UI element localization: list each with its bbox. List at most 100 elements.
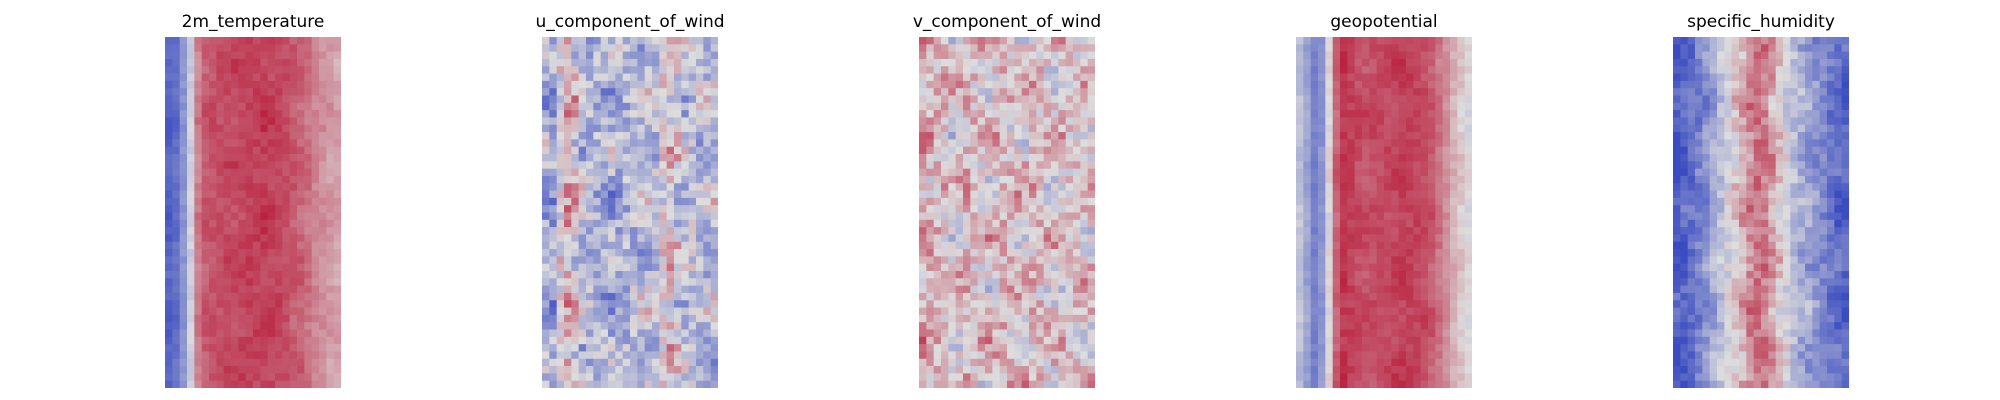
heatmap-cell bbox=[985, 300, 993, 309]
heatmap-cell bbox=[1435, 219, 1444, 228]
heatmap-cell bbox=[1384, 183, 1392, 192]
heatmap-cell bbox=[1384, 205, 1392, 214]
heatmap-cell bbox=[1702, 51, 1711, 60]
heatmap-cell bbox=[1680, 117, 1689, 126]
heatmap-cell bbox=[1464, 205, 1472, 214]
heatmap-cell bbox=[1318, 212, 1326, 221]
heatmap-cell bbox=[1442, 212, 1451, 221]
heatmap-cell bbox=[1450, 373, 1458, 382]
heatmap-cell bbox=[194, 58, 203, 67]
heatmap-cell bbox=[1340, 263, 1348, 272]
heatmap-cell bbox=[1376, 227, 1385, 236]
heatmap-cell bbox=[231, 256, 239, 265]
heatmap-cell bbox=[1021, 183, 1030, 192]
heatmap-cell bbox=[297, 139, 305, 148]
heatmap-cell bbox=[1435, 80, 1444, 89]
heatmap-cell bbox=[941, 256, 949, 265]
heatmap-cell bbox=[985, 37, 993, 45]
heatmap-cell bbox=[172, 322, 181, 331]
heatmap-cell bbox=[319, 307, 327, 316]
heatmap-cell bbox=[282, 263, 291, 272]
heatmap-cell bbox=[696, 132, 704, 140]
heatmap-cell bbox=[165, 110, 173, 119]
heatmap-cell bbox=[696, 358, 704, 367]
heatmap-cell bbox=[260, 66, 269, 75]
heatmap-cell bbox=[289, 51, 298, 60]
heatmap-cell bbox=[600, 190, 609, 199]
heatmap-cell bbox=[194, 124, 203, 133]
heatmap-cell bbox=[209, 285, 217, 294]
heatmap-cell bbox=[1332, 197, 1341, 206]
heatmap-cell bbox=[1406, 88, 1414, 97]
heatmap-cell bbox=[992, 271, 1001, 279]
heatmap-cell bbox=[194, 241, 203, 250]
heatmap-cell bbox=[1457, 117, 1466, 126]
heatmap-cell bbox=[977, 344, 986, 353]
heatmap-cell bbox=[622, 344, 631, 353]
heatmap-cell bbox=[1043, 175, 1052, 184]
heatmap-cell bbox=[549, 380, 558, 388]
heatmap-cell bbox=[1391, 241, 1400, 250]
heatmap-cell bbox=[666, 73, 675, 82]
heatmap-cell bbox=[1420, 263, 1429, 272]
heatmap-cell bbox=[593, 51, 602, 60]
heatmap-cell bbox=[977, 219, 986, 228]
heatmap-cell bbox=[622, 175, 631, 184]
heatmap-cell bbox=[1087, 161, 1095, 170]
heatmap-cell bbox=[992, 51, 1001, 60]
heatmap-cell bbox=[955, 190, 964, 199]
heatmap-cell bbox=[955, 110, 964, 119]
heatmap-cell bbox=[615, 358, 624, 367]
heatmap-cell bbox=[238, 132, 247, 140]
heatmap-cell bbox=[172, 351, 181, 360]
heatmap-cell bbox=[674, 373, 682, 382]
heatmap-cell bbox=[1450, 351, 1458, 360]
heatmap-cell bbox=[593, 234, 602, 243]
heatmap-cell bbox=[1413, 271, 1422, 279]
heatmap-cell bbox=[1420, 139, 1429, 148]
heatmap-cell bbox=[187, 102, 195, 111]
heatmap-cell bbox=[1406, 380, 1414, 388]
heatmap-cell bbox=[1347, 139, 1356, 148]
heatmap-cell bbox=[216, 241, 225, 250]
heatmap-cell bbox=[608, 66, 616, 75]
heatmap-cell bbox=[1332, 285, 1341, 294]
heatmap-cell bbox=[659, 37, 668, 45]
heatmap-cell bbox=[216, 205, 225, 214]
heatmap-cell bbox=[333, 380, 341, 388]
heatmap-cell bbox=[304, 329, 313, 338]
heatmap-cell bbox=[644, 124, 653, 133]
heatmap-cell bbox=[1303, 73, 1312, 82]
heatmap-cell bbox=[311, 197, 320, 206]
heatmap-cell bbox=[564, 358, 572, 367]
heatmap-cell bbox=[245, 344, 254, 353]
heatmap-cell bbox=[1051, 88, 1059, 97]
heatmap-cell bbox=[615, 154, 624, 162]
heatmap-cell bbox=[1058, 168, 1067, 177]
heatmap-cell bbox=[1464, 344, 1472, 353]
heatmap-cell bbox=[1702, 88, 1711, 97]
heatmap-cell bbox=[1450, 132, 1458, 140]
heatmap-cell bbox=[1332, 102, 1341, 111]
heatmap-cell bbox=[1310, 285, 1319, 294]
heatmap-cell bbox=[245, 37, 254, 45]
heatmap-cell bbox=[201, 80, 210, 89]
heatmap-cell bbox=[319, 146, 327, 155]
heatmap-cell bbox=[955, 58, 964, 67]
heatmap-cell bbox=[652, 307, 660, 316]
heatmap-cell bbox=[187, 95, 195, 104]
heatmap-cell bbox=[1398, 132, 1407, 140]
heatmap-cell bbox=[1464, 102, 1472, 111]
heatmap-cell bbox=[1310, 88, 1319, 97]
heatmap-cell bbox=[970, 124, 979, 133]
heatmap-cell bbox=[172, 249, 181, 257]
heatmap-cell bbox=[1087, 380, 1095, 388]
heatmap-cell bbox=[1029, 139, 1037, 148]
heatmap-cell bbox=[696, 44, 704, 53]
heatmap-cell bbox=[688, 161, 697, 170]
heatmap-cell bbox=[696, 117, 704, 126]
heatmap-cell bbox=[681, 183, 690, 192]
heatmap-cell bbox=[245, 102, 254, 111]
heatmap-cell bbox=[333, 132, 341, 140]
heatmap-cell bbox=[549, 95, 558, 104]
